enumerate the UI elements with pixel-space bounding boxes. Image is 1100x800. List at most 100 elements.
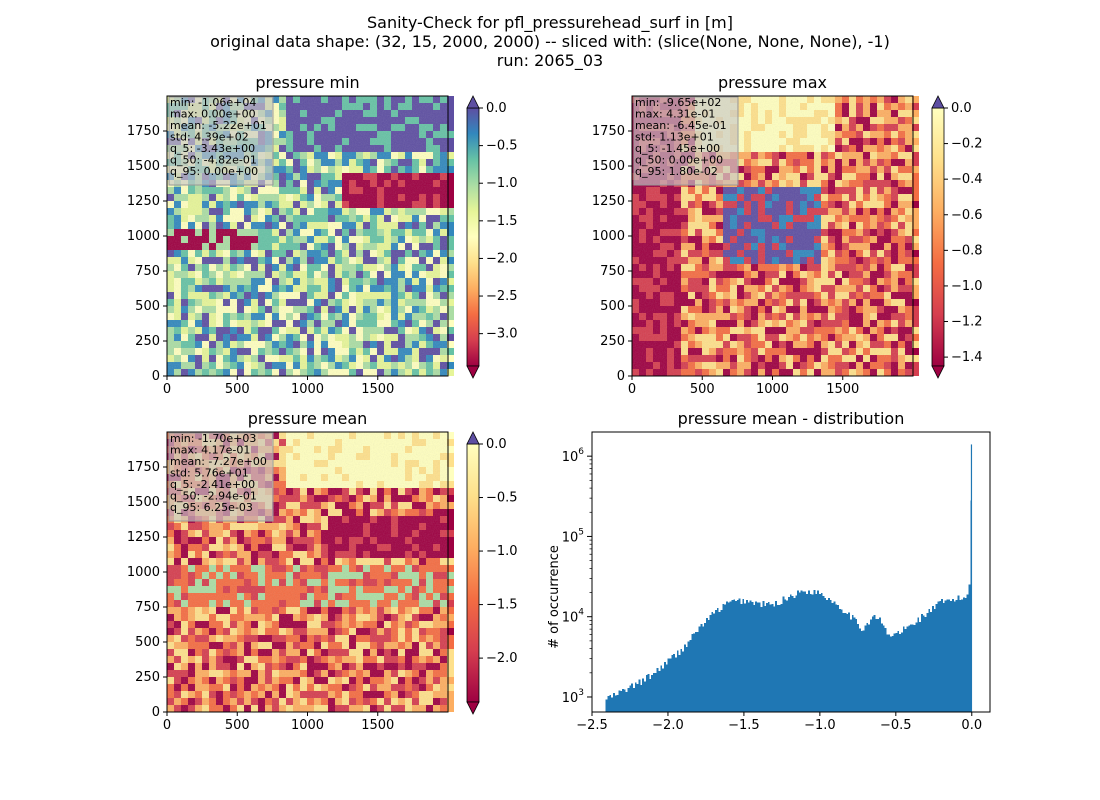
stat-line: max: 4.31e-01 <box>635 108 715 121</box>
x-tick-label: 1000 <box>291 382 324 397</box>
histogram-bar <box>693 633 695 712</box>
colorbar-tick-label: −1.5 <box>486 214 518 229</box>
histogram-bar <box>627 688 630 712</box>
colorbar-tick-label: −1.0 <box>951 279 983 294</box>
histogram-bar <box>676 650 679 712</box>
histogram-bar <box>700 624 703 712</box>
heatmap-panel: pressure mean 0 500 1000 1500 0 250 500 750 1000 1… <box>127 409 518 733</box>
histogram-bar <box>919 621 922 712</box>
y-tick-label: 1000 <box>127 229 160 244</box>
histogram-bar <box>955 600 958 712</box>
x-tick-label: 1000 <box>756 382 789 397</box>
y-tick-label: 1250 <box>592 194 625 209</box>
histogram-bar <box>846 613 849 712</box>
histogram-bar <box>777 604 779 712</box>
histogram-bar <box>897 631 900 712</box>
histogram-bar <box>729 601 732 712</box>
histogram-bar <box>904 629 907 712</box>
histogram-bar <box>924 616 927 712</box>
histogram-bar <box>959 600 962 712</box>
y-tick-label: 750 <box>135 600 160 615</box>
histogram-bar <box>842 613 845 712</box>
y-tick-label: 250 <box>600 334 625 349</box>
histogram-bar <box>742 598 745 712</box>
histogram-bar <box>764 606 767 712</box>
y-tick-label: 250 <box>135 670 160 685</box>
histogram-bar <box>787 596 790 712</box>
stat-line: mean: -5.22e+01 <box>170 119 267 132</box>
stat-line: q_5: -3.43e+00 <box>170 142 255 155</box>
histogram-bar <box>833 601 836 712</box>
histogram-bar <box>829 599 832 712</box>
histogram-bar <box>680 648 683 712</box>
stat-line: q_50: 0.00e+00 <box>635 154 723 167</box>
histogram-bar <box>631 683 634 712</box>
y-tick-label: 1750 <box>127 460 160 475</box>
y-tick-label: 0 <box>152 369 160 384</box>
y-tick-label: 0 <box>152 705 160 720</box>
stats-box-bg <box>168 432 274 522</box>
histogram-bar <box>724 604 726 712</box>
histogram-bar <box>614 695 617 712</box>
histogram-bar <box>691 633 694 712</box>
histogram-bar <box>738 598 741 712</box>
histogram-bar <box>609 695 612 712</box>
colorbar-tick-label: −0.5 <box>486 491 518 506</box>
y-tick-label: 1750 <box>592 124 625 139</box>
histogram-panel: pressure mean - distribution −2.5 −2.0 −1.5… <box>547 409 991 733</box>
x-tick-label: 0 <box>163 718 171 733</box>
histogram-bar <box>789 594 792 712</box>
colorbar-tick-label: 0.0 <box>486 437 507 452</box>
histogram-bar <box>817 590 819 712</box>
y-tick-label: 500 <box>135 635 160 650</box>
heatmap-panel: pressure min 0 500 1000 1500 0 250 500 750 1000 12… <box>127 73 518 397</box>
histogram-bar <box>911 624 914 712</box>
histogram-bar <box>797 590 799 712</box>
histogram-bar <box>684 644 686 712</box>
x-tick-label: −2.0 <box>652 718 684 733</box>
histogram-bar <box>902 626 905 712</box>
histogram-bar <box>966 594 969 712</box>
histogram-bar <box>822 596 825 712</box>
histogram-bar <box>824 597 827 712</box>
colorbar: 0.0 −0.5 −1.0 −1.5 −2.0 <box>466 431 518 715</box>
y-tick-label: 1500 <box>127 495 160 510</box>
histogram-bar <box>760 606 763 712</box>
histogram-bar <box>731 600 734 712</box>
stat-line: q_5: -2.41e+00 <box>170 478 255 491</box>
histogram-bar <box>922 615 925 712</box>
stat-line: std: 5.76e+01 <box>170 467 249 480</box>
colorbar: 0.0 −0.2 −0.4 −0.6 −0.8 −1.0 −1.2 −1.4 <box>931 95 983 379</box>
y-tick-label: 1500 <box>127 159 160 174</box>
histogram-bar <box>806 594 809 712</box>
histogram-bar <box>866 622 869 712</box>
histogram-bar <box>828 597 830 712</box>
histogram-bar <box>645 675 648 712</box>
y-tick-label: 1250 <box>127 530 160 545</box>
histogram-bar <box>931 606 934 712</box>
colorbar-extend-top <box>466 95 480 109</box>
y-tick-label: 1500 <box>592 159 625 174</box>
histogram-bar <box>855 618 858 712</box>
x-tick-label: 0 <box>628 382 636 397</box>
colorbar-extend-bottom <box>466 365 480 379</box>
histogram-bar <box>840 609 843 712</box>
histogram-bar <box>910 624 912 712</box>
histogram-bar <box>877 619 880 712</box>
histogram-bar <box>851 614 854 712</box>
histogram-bar <box>767 601 770 712</box>
stats-box-bg <box>633 96 739 186</box>
histogram-bar <box>778 604 781 712</box>
figure-title-line: Sanity-Check for pfl_pressurehead_surf i… <box>367 13 733 33</box>
histogram-bar <box>935 603 938 712</box>
histogram-bar <box>820 592 823 712</box>
y-tick-label: 0 <box>617 369 625 384</box>
histogram-bar <box>662 668 665 712</box>
histogram-bar <box>775 601 778 712</box>
panel-title: pressure min <box>255 73 359 92</box>
histogram-bar <box>953 601 956 712</box>
histogram-bar <box>727 602 730 712</box>
histogram-bar <box>853 617 856 712</box>
histogram-bar <box>623 689 626 712</box>
